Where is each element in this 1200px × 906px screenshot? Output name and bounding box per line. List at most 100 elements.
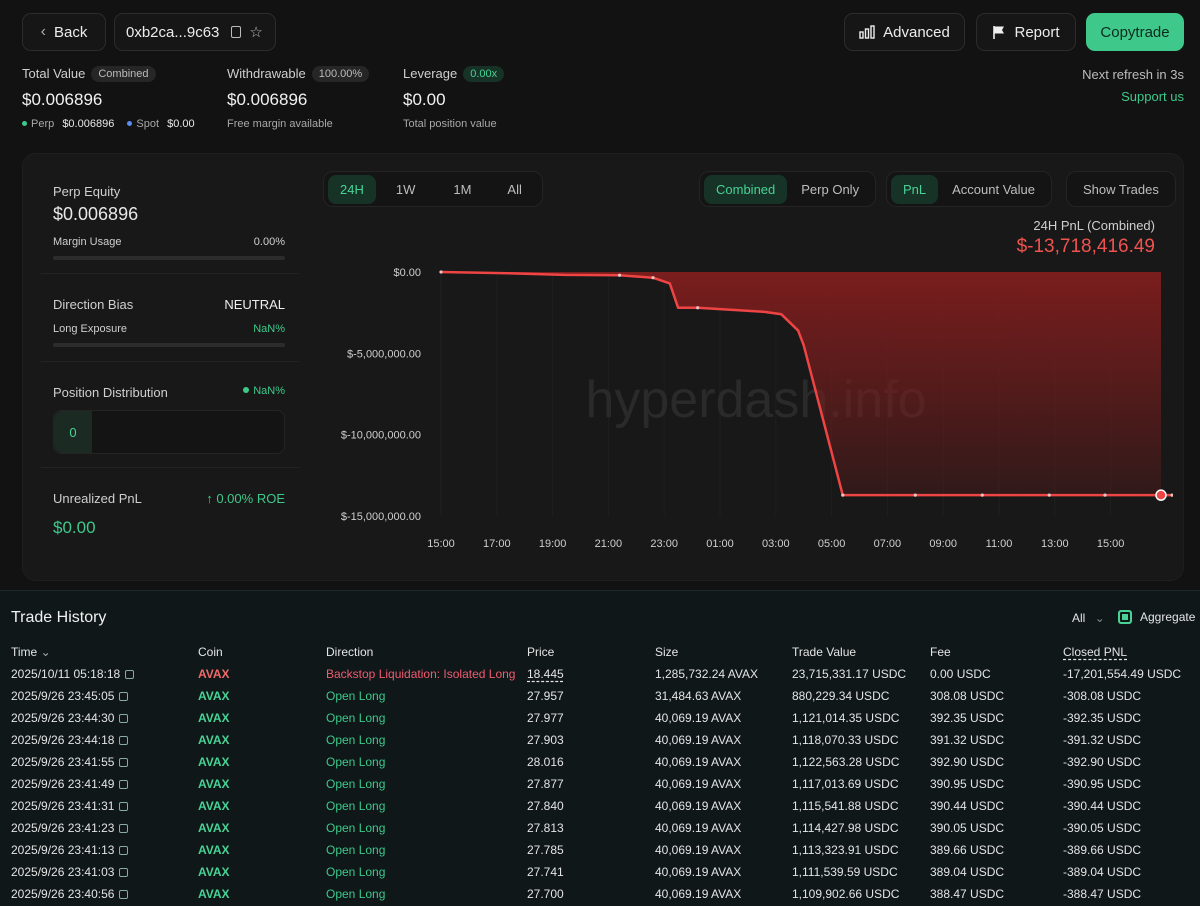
scope-combined[interactable]: Combined (704, 174, 788, 204)
fee-column-cell: 389.66 USDC (930, 839, 1063, 861)
address-chip[interactable]: 0xb2ca...9c63 ☆ (114, 13, 276, 51)
fee-cell: 390.05 USDC (930, 821, 1005, 835)
external-link-icon[interactable] (125, 670, 135, 679)
range-all[interactable]: All (507, 181, 522, 197)
position-distribution-bar: 0 (53, 410, 285, 454)
price-cell: 27.977 (527, 711, 564, 725)
metric-pnl[interactable]: PnL (891, 174, 939, 204)
aggregate-toggle[interactable]: Aggregate (1118, 610, 1195, 624)
y-tick-label: $-10,000,000.00 (341, 430, 421, 442)
chevron-left-icon: ‹ (40, 23, 46, 40)
report-button[interactable]: Report (976, 13, 1076, 51)
direction-cell: Open Long (326, 821, 386, 835)
price-column-cell: 27.977 (527, 707, 655, 729)
checkbox-icon[interactable] (1118, 610, 1132, 624)
table-row[interactable]: 2025/9/26 23:41:03 AVAX Open Long 27.741 40,… (11, 861, 1193, 883)
copytrade-button[interactable]: Copytrade (1086, 13, 1184, 51)
external-link-icon[interactable] (119, 802, 129, 811)
direction-column-cell: Open Long (326, 751, 527, 773)
table-row[interactable]: 2025/9/26 23:41:55 AVAX Open Long 28.016 40,… (11, 751, 1193, 773)
external-link-icon[interactable] (119, 758, 129, 767)
size-column-cell: 40,069.19 AVAX (655, 861, 792, 883)
table-row[interactable]: 2025/9/26 23:41:23 AVAX Open Long 27.813 40,… (11, 817, 1193, 839)
closed-pnl-cell: -392.90 USDC (1063, 755, 1142, 769)
support-link[interactable]: Support us (1121, 89, 1184, 104)
coin-column-cell: AVAX (198, 795, 326, 817)
external-link-icon[interactable] (119, 824, 129, 833)
position-count: 0 (54, 411, 92, 453)
back-button[interactable]: ‹ Back (22, 13, 106, 51)
table-row[interactable]: 2025/9/26 23:41:49 AVAX Open Long 27.877 40,… (11, 773, 1193, 795)
external-link-icon[interactable] (119, 890, 129, 899)
star-icon[interactable]: ☆ (249, 24, 263, 41)
external-link-icon[interactable] (119, 714, 129, 723)
size-column-cell: 40,069.19 AVAX (655, 839, 792, 861)
range-selector: 24H 1W 1M All (323, 171, 543, 207)
trade-value-column-cell: 1,121,014.35 USDC (792, 707, 930, 729)
direction-column-cell: Open Long (326, 685, 527, 707)
table-row[interactable]: 2025/9/26 23:40:56 AVAX Open Long 27.700 40,… (11, 883, 1193, 905)
time-column-cell: 2025/9/26 23:41:55 (11, 751, 198, 773)
time-cell: 2025/9/26 23:45:05 (11, 689, 115, 703)
closed-pnl-cell: -389.66 USDC (1063, 843, 1142, 857)
trade-value-cell: 1,121,014.35 USDC (792, 711, 900, 725)
metric-account-value[interactable]: Account Value (952, 181, 1036, 197)
closed-pnl-column-cell: -392.35 USDC (1063, 707, 1193, 729)
external-link-icon[interactable] (119, 846, 129, 855)
trade-value-column-cell: 1,115,541.88 USDC (792, 795, 930, 817)
filter-select[interactable]: All ⌄ (1072, 611, 1105, 625)
refresh-text: Next refresh in 3s (1082, 67, 1184, 82)
range-24h[interactable]: 24H (328, 174, 376, 204)
x-tick-label: 15:00 (427, 538, 455, 550)
data-point (1103, 493, 1107, 497)
scope-perp-only[interactable]: Perp Only (801, 181, 860, 197)
price-cell: 28.016 (527, 755, 564, 769)
time-column-cell: 2025/9/26 23:41:31 (11, 795, 198, 817)
time-column-cell: 2025/9/26 23:41:13 (11, 839, 198, 861)
long-exposure-value: NaN% (253, 323, 285, 335)
range-1w[interactable]: 1W (395, 181, 416, 197)
external-link-icon[interactable] (119, 780, 129, 789)
closed-pnl-column-cell: -391.32 USDC (1063, 729, 1193, 751)
coin-column-cell: AVAX (198, 707, 326, 729)
external-link-icon[interactable] (119, 868, 129, 877)
data-point (841, 493, 845, 497)
data-point (1170, 493, 1173, 497)
closed-pnl-cell: -390.95 USDC (1063, 777, 1142, 791)
direction-bias-label: Direction Bias (53, 297, 134, 312)
direction-column-cell: Open Long (326, 883, 527, 905)
external-link-icon[interactable] (119, 736, 129, 745)
x-tick-label: 07:00 (874, 538, 902, 550)
flag-icon (993, 25, 1005, 39)
closed-pnl-column-cell: -390.05 USDC (1063, 817, 1193, 839)
column-time[interactable]: Time ⌄ (11, 645, 51, 659)
table-row[interactable]: 2025/9/26 23:44:30 AVAX Open Long 27.977 40,… (11, 707, 1193, 729)
external-link-icon[interactable] (119, 692, 129, 701)
copy-icon[interactable] (231, 26, 242, 38)
closed-pnl-cell: -388.47 USDC (1063, 887, 1142, 901)
withdrawable-sub: Free margin available (227, 118, 333, 130)
coin-column-cell: AVAX (198, 861, 326, 883)
range-1m[interactable]: 1M (453, 181, 472, 197)
price-column-cell: 27.785 (527, 839, 655, 861)
advanced-button[interactable]: Advanced (844, 13, 965, 51)
direction-cell: Open Long (326, 799, 386, 813)
time-cell: 2025/9/26 23:41:03 (11, 865, 115, 879)
overview-panel: Perp Equity $0.006896 Margin Usage 0.00%… (22, 153, 1184, 581)
table-row[interactable]: 2025/9/26 23:45:05 AVAX Open Long 27.957 31,… (11, 685, 1193, 707)
size-cell: 1,285,732.24 AVAX (655, 667, 758, 681)
perp-dot-icon (22, 121, 27, 126)
show-trades-label: Show Trades (1083, 181, 1159, 197)
direction-cell: Open Long (326, 887, 386, 901)
table-row[interactable]: 2025/10/11 05:18:18 AVAX Backstop Liquidat… (11, 663, 1193, 685)
time-cell: 2025/9/26 23:41:13 (11, 843, 115, 857)
table-row[interactable]: 2025/9/26 23:44:18 AVAX Open Long 27.903 40,… (11, 729, 1193, 751)
report-label: Report (1014, 23, 1060, 41)
show-trades-button[interactable]: Show Trades (1066, 171, 1176, 207)
direction-bias-block: Direction Bias NEUTRAL Long Exposure NaN… (53, 297, 285, 347)
direction-column-cell: Backstop Liquidation: Isolated Long (326, 663, 527, 685)
long-exposure-label: Long Exposure (53, 323, 127, 335)
coin-cell: AVAX (198, 777, 230, 791)
table-row[interactable]: 2025/9/26 23:41:31 AVAX Open Long 27.840 40,… (11, 795, 1193, 817)
table-row[interactable]: 2025/9/26 23:41:13 AVAX Open Long 27.785 40,… (11, 839, 1193, 861)
